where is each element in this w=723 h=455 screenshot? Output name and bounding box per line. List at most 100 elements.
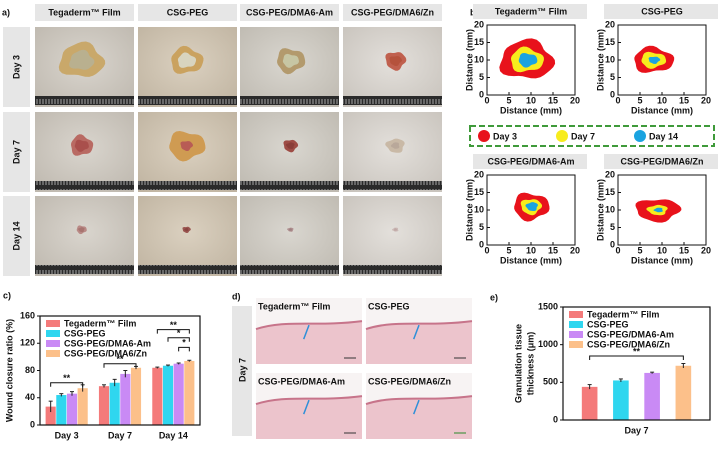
y-tick-label: 1500 (538, 301, 558, 311)
y-tick-label: 5 (479, 222, 484, 232)
tissue (256, 321, 362, 364)
x-tick-label: 0 (615, 95, 620, 105)
y-tick-label: 160 (20, 310, 35, 320)
y-tick-label: 20 (474, 169, 484, 179)
y-tick-label: 120 (20, 338, 35, 348)
legend-label: CSG-PEG (64, 328, 106, 338)
legend-label: CSG-PEG/DMA6-Am (587, 329, 674, 339)
x-tick-label: 15 (679, 245, 689, 255)
significance-label: * (182, 338, 186, 348)
y-tick-label: 10 (605, 204, 615, 214)
photo-shade (240, 196, 339, 276)
legend-label: Day 3 (493, 131, 517, 141)
column-header: Tegaderm™ Film (48, 7, 120, 17)
panel-label: a) (2, 7, 10, 17)
significance-bracket (156, 329, 190, 334)
y-tick-label: 15 (474, 187, 484, 197)
y-tick-label: 1000 (538, 339, 558, 349)
significance-bracket (50, 382, 84, 387)
legend-label: Tegaderm™ Film (64, 318, 136, 328)
y-tick-label: 0 (610, 239, 615, 249)
row-label-box (3, 112, 30, 192)
row-label: Day 7 (11, 140, 21, 164)
significance-bracket (178, 346, 190, 352)
y-axis-label: Distance (mm) (464, 179, 474, 241)
thickness-marker (412, 399, 420, 415)
y-tick-label: 20 (605, 19, 615, 29)
y-tick-label: 15 (474, 37, 484, 47)
y-axis-label: thickness (μm) (525, 332, 535, 396)
y-tick-label: 500 (543, 377, 558, 387)
y-axis-label: Distance (mm) (595, 29, 605, 91)
ruler (343, 181, 442, 190)
legend-label: CSG-PEG/DMA6/Zn (587, 339, 670, 349)
x-tick-label: 15 (548, 245, 558, 255)
ruler (138, 96, 237, 105)
legend-swatch (569, 341, 583, 348)
legend-box (469, 125, 715, 147)
bar (173, 363, 184, 425)
significance-label: ** (170, 320, 178, 330)
column-header: CSG-PEG/DMA6/Zn (351, 7, 434, 17)
x-tick-label: 20 (701, 245, 711, 255)
plot-title-box (473, 4, 587, 19)
x-tick-label: 10 (657, 95, 667, 105)
bar (152, 367, 163, 425)
legend-swatch (46, 340, 60, 347)
plot-title: CSG-PEG/DMA6/Zn (620, 156, 703, 166)
ruler (240, 181, 339, 190)
x-axis-label: Distance (mm) (631, 105, 693, 115)
legend-marker (634, 130, 646, 142)
tissue (256, 396, 362, 439)
tissue (366, 396, 472, 439)
significance-label: ** (116, 354, 124, 364)
ruler (35, 96, 134, 105)
plot-frame (39, 315, 201, 426)
ruler (35, 265, 134, 274)
y-tick-label: 0 (479, 239, 484, 249)
legend-swatch (46, 330, 60, 337)
plot-title: Tegaderm™ Film (495, 6, 567, 16)
wound-core (282, 53, 299, 68)
row-label-box (3, 27, 30, 107)
column-header: CSG-PEG/DMA6-Am (246, 7, 333, 17)
y-axis-label: Distance (mm) (595, 179, 605, 241)
x-tick-label: Day 7 (624, 425, 648, 435)
tissue-layer (255, 395, 363, 406)
bar (644, 372, 660, 420)
wound-core (389, 56, 402, 66)
legend-swatch (569, 321, 583, 328)
photo-shade (138, 196, 237, 276)
y-tick-label: 15 (605, 37, 615, 47)
photo-shade (35, 196, 134, 276)
y-tick-label: 20 (605, 169, 615, 179)
ruler (138, 181, 237, 190)
wound-core (177, 52, 196, 68)
column-header-box (240, 4, 339, 21)
legend-marker (478, 130, 490, 142)
significance-label: * (177, 328, 181, 338)
y-axis-label: Granulation tissue (513, 324, 523, 403)
tissue-layer (365, 320, 473, 331)
row-label-box (3, 196, 30, 276)
wound-core (285, 142, 295, 149)
bar (77, 388, 88, 425)
day14-trace (518, 53, 538, 68)
y-axis-label: Distance (mm) (464, 29, 474, 91)
wound-core (394, 228, 398, 231)
legend-marker (556, 130, 568, 142)
tissue-layer (365, 395, 473, 406)
legend-label: Day 14 (649, 131, 678, 141)
y-tick-label: 5 (479, 72, 484, 82)
legend-swatch (569, 311, 583, 318)
bar (613, 380, 629, 420)
tissue (366, 321, 472, 364)
thickness-marker (412, 324, 420, 340)
bar (56, 395, 67, 425)
y-tick-label: 20 (474, 19, 484, 29)
y-tick-label: 0 (479, 89, 484, 99)
x-tick-label: 15 (548, 95, 558, 105)
ruler (343, 96, 442, 105)
